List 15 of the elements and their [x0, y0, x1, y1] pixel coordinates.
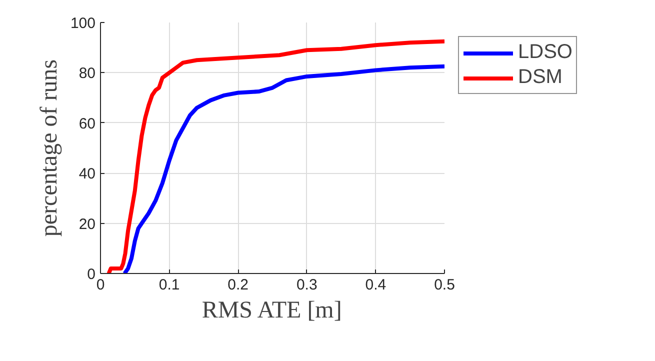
x-tick-label: 0.1 — [158, 276, 180, 294]
y-tick-label: 40 — [78, 166, 96, 183]
y-tick-label: 80 — [78, 65, 96, 82]
x-tick-label: 0.4 — [365, 276, 386, 294]
y-tick-label: 20 — [78, 216, 96, 233]
legend-label: DSM — [518, 66, 562, 89]
x-axis-title: RMS ATE [m] — [202, 298, 342, 324]
x-tick-label: 0.5 — [434, 276, 455, 294]
y-tick-label: 60 — [78, 115, 96, 132]
y-tick-label: 0 — [87, 266, 96, 283]
y-tick-label: 100 — [70, 15, 96, 32]
legend-label: LDSO — [518, 41, 572, 64]
y-axis-title: percentage of runs — [36, 59, 62, 237]
x-tick-label: 0.2 — [228, 276, 249, 294]
x-tick-label: 0.3 — [296, 276, 318, 294]
